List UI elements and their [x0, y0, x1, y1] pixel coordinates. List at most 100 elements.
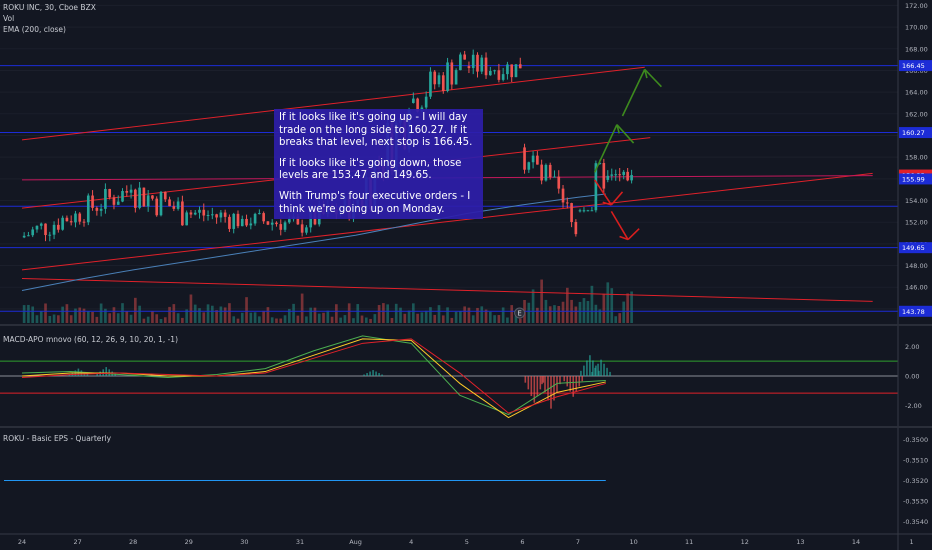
volume-bar — [441, 315, 445, 323]
volume-bar — [210, 305, 214, 323]
volume-bar — [382, 303, 385, 323]
candle-body — [570, 203, 573, 223]
volume-bar — [463, 306, 466, 323]
volume-bar — [586, 300, 590, 323]
volume-bar — [279, 318, 283, 323]
volume-bar — [557, 305, 561, 323]
forecast-arrows — [593, 68, 662, 241]
volume-bar — [437, 305, 441, 323]
macd-tick-label: -2.00 — [905, 402, 922, 410]
candle-body — [48, 234, 52, 236]
volume-bar — [185, 309, 188, 323]
eps-tick-label: -0.3540 — [903, 518, 928, 526]
macd-histogram-bar — [539, 376, 542, 390]
volume-bar — [602, 293, 606, 323]
macd-histogram-bar — [550, 376, 552, 409]
candle-body — [287, 219, 291, 223]
volume-bar — [189, 294, 193, 323]
candle-body — [181, 201, 184, 226]
volume-bar — [622, 301, 625, 323]
candle-body — [590, 210, 594, 212]
volume-bar — [125, 311, 129, 323]
volume-bar — [493, 315, 496, 323]
candle-body — [253, 213, 257, 224]
candle-body — [275, 222, 278, 225]
volume-bar — [403, 313, 407, 323]
ema-legend[interactable]: EMA (200, close) — [3, 25, 66, 34]
candle-body — [151, 195, 154, 199]
price-tick-label: 148.00 — [905, 262, 928, 270]
x-axis-labels: 24 27 28 29 30 31 Aug 4 5 6 7 10 11 12 13 14 1 — [18, 538, 914, 546]
macd-legend[interactable]: MACD-APO mnovo (60, 12, 26, 9, 10, 20, 1… — [3, 335, 178, 344]
volume-bar — [582, 298, 586, 323]
macd-histogram-bar — [366, 373, 368, 376]
macd-histogram-bar — [586, 360, 588, 376]
volume-bar — [249, 312, 253, 323]
candle-body — [296, 216, 300, 225]
volume-bar — [501, 307, 505, 323]
price-tick-label: 170.00 — [905, 24, 928, 32]
candle-body — [240, 218, 244, 227]
macd-histogram-bar — [369, 371, 371, 376]
candle-body — [598, 163, 602, 165]
candle-body — [215, 214, 218, 218]
volume-bar — [484, 309, 488, 323]
time-tick-label: Aug — [349, 538, 362, 546]
volume-bar — [22, 305, 26, 323]
symbol-legend[interactable]: ROKU INC, 30, Cboe BZX — [3, 3, 96, 12]
candle-body — [22, 235, 26, 238]
ema-line — [21, 193, 606, 291]
volume-bar — [313, 307, 317, 323]
volume-bar — [151, 311, 154, 323]
annotation-note[interactable]: If it looks like it's going up - I will … — [274, 109, 483, 219]
volume-bar — [253, 312, 257, 323]
candle-body — [594, 163, 598, 211]
macd-histogram-bar — [527, 376, 530, 390]
volume-bar — [228, 303, 231, 323]
candle-body — [193, 212, 197, 215]
earnings-marker[interactable]: E — [514, 307, 526, 319]
candle-body — [497, 70, 501, 80]
volume-bar — [467, 307, 471, 323]
macd-histogram-bar — [595, 365, 597, 376]
candle-body — [450, 62, 454, 85]
candle-body — [582, 210, 586, 212]
macd-histogram-bar — [569, 376, 572, 392]
volume-bar — [219, 306, 223, 323]
volume-bar — [394, 303, 398, 323]
price-label-text: 149.65 — [902, 244, 925, 252]
candle-body — [65, 217, 69, 222]
arrow-shaft — [621, 69, 646, 117]
volume-bar — [262, 310, 265, 323]
price-label-text: 160.27 — [902, 129, 925, 137]
candle-body — [57, 224, 60, 230]
volume-bar — [471, 315, 475, 323]
volume-bar — [104, 308, 107, 323]
volume-bar — [420, 312, 424, 323]
eps-tick-label: -0.3520 — [903, 477, 928, 485]
volume-bar — [266, 307, 270, 323]
eps-legend[interactable]: ROKU - Basic EPS - Quarterly — [3, 434, 112, 443]
volume-bar — [134, 297, 137, 323]
note-paragraph-1: If it looks like it's going up - I will … — [279, 112, 473, 149]
time-tick-label: 4 — [409, 538, 413, 546]
candle-body — [134, 189, 137, 208]
volume-bar — [283, 315, 287, 323]
volume-legend[interactable]: Vol — [3, 14, 15, 23]
candle-body — [82, 221, 86, 223]
volume-bar — [326, 310, 330, 323]
volume-bar — [142, 318, 146, 323]
volume-bar — [99, 303, 103, 323]
candle-body — [471, 54, 475, 69]
candle-body — [116, 201, 120, 205]
volume-bar — [429, 307, 432, 323]
volume-bar — [223, 307, 227, 323]
candle-body — [510, 64, 514, 78]
candle-body — [155, 198, 159, 216]
volume-bar — [129, 314, 133, 323]
time-tick-label: 6 — [520, 538, 524, 546]
price-label-text: 155.99 — [902, 175, 925, 183]
volume-bar — [561, 301, 565, 323]
volume-bar — [386, 304, 390, 323]
